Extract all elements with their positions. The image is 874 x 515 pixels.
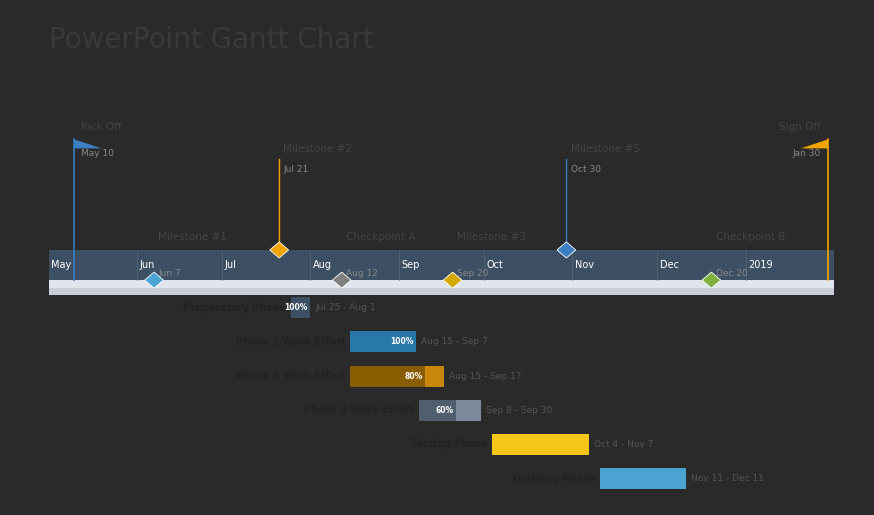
Text: Jul 25 - Aug 1: Jul 25 - Aug 1 — [316, 303, 376, 312]
Text: Aug 12: Aug 12 — [346, 269, 378, 278]
Polygon shape — [801, 140, 828, 148]
Bar — [600, 468, 686, 489]
Polygon shape — [557, 242, 576, 258]
Text: Nov 11 - Dec 11: Nov 11 - Dec 11 — [691, 474, 764, 483]
Text: Dec 20: Dec 20 — [716, 269, 747, 278]
Text: Phase 3 Work Effort: Phase 3 Work Effort — [304, 405, 413, 415]
Bar — [290, 297, 310, 318]
Bar — [49, 280, 834, 295]
Bar — [49, 280, 834, 288]
Text: Milestone #2: Milestone #2 — [283, 145, 352, 154]
Text: Jun: Jun — [140, 260, 155, 270]
Bar — [492, 434, 589, 455]
Text: 100%: 100% — [285, 303, 308, 312]
Text: Oct: Oct — [487, 260, 503, 270]
Text: Milestone #5: Milestone #5 — [571, 145, 640, 154]
Bar — [419, 400, 456, 421]
Text: Sep: Sep — [401, 260, 420, 270]
Polygon shape — [145, 272, 163, 288]
Bar — [350, 331, 416, 352]
Bar — [290, 297, 310, 318]
Text: Testing Phase: Testing Phase — [411, 439, 488, 450]
Text: Oct 30: Oct 30 — [571, 164, 600, 174]
Polygon shape — [443, 272, 462, 288]
Text: Sign Off: Sign Off — [780, 122, 822, 132]
Text: 60%: 60% — [435, 406, 454, 415]
Text: Phase 1 Work Effort: Phase 1 Work Effort — [235, 337, 345, 347]
Text: Phase 2 Work Effort: Phase 2 Work Effort — [235, 371, 345, 381]
Text: Checkpoint B: Checkpoint B — [716, 232, 785, 243]
Text: Aug: Aug — [313, 260, 332, 270]
Text: PowerPoint Gantt Chart: PowerPoint Gantt Chart — [49, 26, 373, 54]
Text: Nov: Nov — [574, 260, 593, 270]
Text: Checkpoint A: Checkpoint A — [346, 232, 415, 243]
Bar — [419, 400, 481, 421]
Text: Kick Off: Kick Off — [81, 122, 121, 132]
Text: Aug 15 - Sep 17: Aug 15 - Sep 17 — [449, 372, 522, 381]
Bar — [49, 250, 834, 280]
Bar — [350, 331, 416, 352]
Polygon shape — [270, 242, 288, 258]
Text: May: May — [52, 260, 72, 270]
Text: Jun 7: Jun 7 — [158, 269, 181, 278]
Polygon shape — [74, 140, 101, 148]
Text: Milestone #1: Milestone #1 — [158, 232, 227, 243]
Polygon shape — [332, 272, 351, 288]
Text: Jul 21: Jul 21 — [283, 164, 309, 174]
Text: Oct 4 - Nov 7: Oct 4 - Nov 7 — [594, 440, 654, 449]
Bar — [350, 366, 426, 387]
Text: Sep 8 - Sep 30: Sep 8 - Sep 30 — [486, 406, 552, 415]
Text: Sep 20: Sep 20 — [457, 269, 489, 278]
Bar — [350, 366, 444, 387]
Text: Milestone #3: Milestone #3 — [457, 232, 526, 243]
Polygon shape — [702, 272, 721, 288]
Text: Aug 15 - Sep 7: Aug 15 - Sep 7 — [420, 337, 488, 347]
Text: 80%: 80% — [405, 372, 423, 381]
Text: 2019: 2019 — [748, 260, 773, 270]
Text: Preparatory Phase: Preparatory Phase — [183, 303, 286, 313]
Text: Jul: Jul — [225, 260, 237, 270]
Text: Jan 30: Jan 30 — [793, 149, 822, 159]
Text: 100%: 100% — [390, 337, 413, 347]
Text: Dec: Dec — [660, 260, 679, 270]
Text: May 10: May 10 — [81, 149, 114, 159]
Text: Delivery Phase: Delivery Phase — [513, 474, 595, 484]
